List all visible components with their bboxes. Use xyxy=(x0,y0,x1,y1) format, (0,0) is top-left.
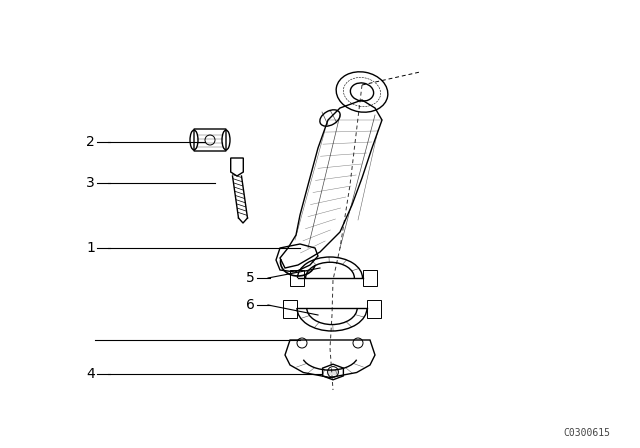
Text: 3: 3 xyxy=(86,176,95,190)
Text: 4: 4 xyxy=(86,367,95,381)
Bar xyxy=(289,270,303,286)
Bar xyxy=(367,300,381,318)
Text: 2: 2 xyxy=(86,135,95,149)
Bar xyxy=(362,270,376,286)
Text: 1: 1 xyxy=(86,241,95,255)
Text: C0300615: C0300615 xyxy=(563,428,610,438)
Bar xyxy=(283,300,297,318)
Text: 5: 5 xyxy=(246,271,255,285)
Text: 6: 6 xyxy=(246,298,255,312)
